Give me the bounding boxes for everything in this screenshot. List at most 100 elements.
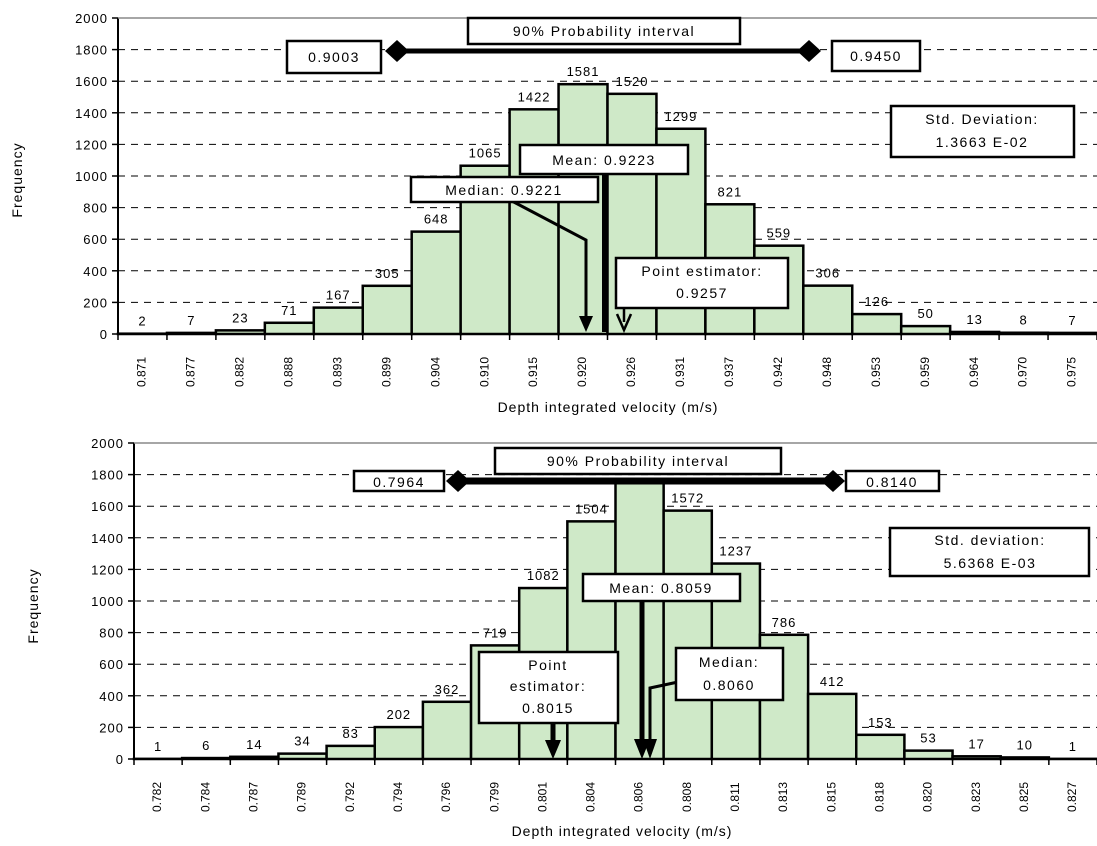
std-deviation-box: Std. Deviation: 1.3663 E-02 xyxy=(891,106,1074,157)
x-tick-label: 0.942 xyxy=(771,357,785,387)
std-label: Std. Deviation: xyxy=(925,111,1039,127)
bar-value-label: 17 xyxy=(968,736,984,751)
x-tick-label: 0.806 xyxy=(632,782,646,812)
bar-value-label: 821 xyxy=(718,184,743,199)
bar-value-label: 13 xyxy=(966,312,982,327)
x-axis-title: Depth integrated velocity (m/s) xyxy=(498,399,719,415)
bar-value-label: 305 xyxy=(375,266,400,281)
x-tick-label: 0.823 xyxy=(969,782,983,812)
bar-value-label: 1 xyxy=(1069,739,1077,754)
std-label: Std. deviation: xyxy=(934,532,1045,548)
bar-value-label: 1065 xyxy=(469,146,502,161)
x-tick-label: 0.813 xyxy=(776,782,790,812)
interval-low-label: 0.7964 xyxy=(373,474,425,490)
x-tick-label: 0.964 xyxy=(967,357,981,387)
x-tick-label: 0.888 xyxy=(281,357,295,387)
bar-value-label: 50 xyxy=(917,306,933,321)
x-tick-label: 0.796 xyxy=(439,782,453,812)
x-tick-label: 0.920 xyxy=(575,357,589,387)
x-tick-label: 0.931 xyxy=(673,357,687,387)
x-tick-label: 0.811 xyxy=(728,782,742,811)
x-tick-label: 0.782 xyxy=(150,782,164,812)
bar-0.792 xyxy=(327,746,375,759)
bar-0.820 xyxy=(904,751,952,759)
x-tick-label: 0.910 xyxy=(477,357,491,387)
x-tick-label: 0.827 xyxy=(1065,782,1079,812)
interval-high-marker xyxy=(821,470,845,492)
bar-0.948 xyxy=(803,286,852,334)
y-tick-label: 1200 xyxy=(91,562,124,577)
probability-interval: 90% Probability interval 0.9003 0.9450 xyxy=(287,18,920,73)
interval-title: 90% Probability interval xyxy=(547,453,729,469)
x-tick-label: 0.825 xyxy=(1017,782,1031,812)
x-tick-label: 0.818 xyxy=(872,782,886,812)
x-tick-label: 0.975 xyxy=(1065,357,1079,387)
bar-value-label: 53 xyxy=(920,731,936,746)
y-tick-label: 800 xyxy=(99,626,124,641)
x-tick-label: 0.877 xyxy=(184,357,198,387)
y-tick-label: 1800 xyxy=(91,468,124,483)
bar-0.888 xyxy=(265,323,314,334)
x-tick-label: 0.820 xyxy=(921,782,935,812)
bar-value-label: 1 xyxy=(154,739,162,754)
bar-0.893 xyxy=(314,308,363,334)
y-tick-label: 200 xyxy=(83,295,108,310)
mean-label: Mean: 0.8059 xyxy=(609,580,713,596)
bar-0.815 xyxy=(808,694,856,759)
x-tick-label: 0.904 xyxy=(428,357,442,387)
y-tick-label: 400 xyxy=(99,689,124,704)
x-tick-label: 0.804 xyxy=(584,782,598,812)
point-estimator-label-1: Point xyxy=(528,657,567,673)
y-tick-label: 1200 xyxy=(75,137,108,152)
y-tick-label: 1400 xyxy=(75,106,108,121)
interval-low-marker xyxy=(385,40,409,62)
bar-value-label: 1082 xyxy=(527,568,560,583)
y-tick-label: 0 xyxy=(116,752,124,767)
point-estimator-label: Point estimator: xyxy=(641,263,762,279)
interval-low-label: 0.9003 xyxy=(308,49,360,65)
y-tick-label: 2000 xyxy=(91,436,124,451)
x-tick-label: 0.871 xyxy=(135,357,149,387)
bar-value-label: 786 xyxy=(772,615,797,630)
y-tick-label: 600 xyxy=(99,657,124,672)
x-tick-label: 0.789 xyxy=(295,782,309,812)
bar-value-label: 34 xyxy=(294,734,310,749)
bar-value-label: 1581 xyxy=(567,64,600,79)
bar-value-label: 1572 xyxy=(671,491,704,506)
x-tick-label: 0.959 xyxy=(918,357,932,387)
x-tick-label: 0.787 xyxy=(247,782,261,812)
bar-value-label: 202 xyxy=(386,707,411,722)
x-tick-label: 0.799 xyxy=(487,782,501,812)
bar-value-label: 126 xyxy=(864,294,889,309)
point-estimator-label-2: estimator: xyxy=(510,678,586,694)
y-tick-label: 1600 xyxy=(91,499,124,514)
point-estimator-value: 0.8015 xyxy=(522,700,574,716)
bar-value-label: 1299 xyxy=(664,109,697,124)
bar-0.959 xyxy=(901,326,950,334)
x-tick-label: 0.948 xyxy=(820,357,834,387)
bar-value-label: 2 xyxy=(138,314,146,329)
y-tick-label: 800 xyxy=(83,201,108,216)
x-tick-label: 0.926 xyxy=(624,357,638,387)
bar-0.899 xyxy=(363,286,412,334)
median-label: Median: xyxy=(699,654,759,670)
bar-0.904 xyxy=(412,232,461,334)
interval-title: 90% Probability interval xyxy=(513,23,695,39)
point-estimator-value: 0.9257 xyxy=(676,285,728,301)
x-tick-label: 0.915 xyxy=(526,357,540,387)
bar-0.920 xyxy=(559,84,608,334)
y-tick-label: 1800 xyxy=(75,43,108,58)
std-deviation-box: Std. deviation: 5.6368 E-03 xyxy=(890,528,1089,576)
bar-value-label: 362 xyxy=(435,682,460,697)
x-tick-label: 0.808 xyxy=(680,782,694,812)
median-value: 0.8060 xyxy=(703,677,755,693)
bar-value-label: 7 xyxy=(187,313,195,328)
x-tick-label: 0.937 xyxy=(722,357,736,387)
y-tick-label: 400 xyxy=(83,264,108,279)
